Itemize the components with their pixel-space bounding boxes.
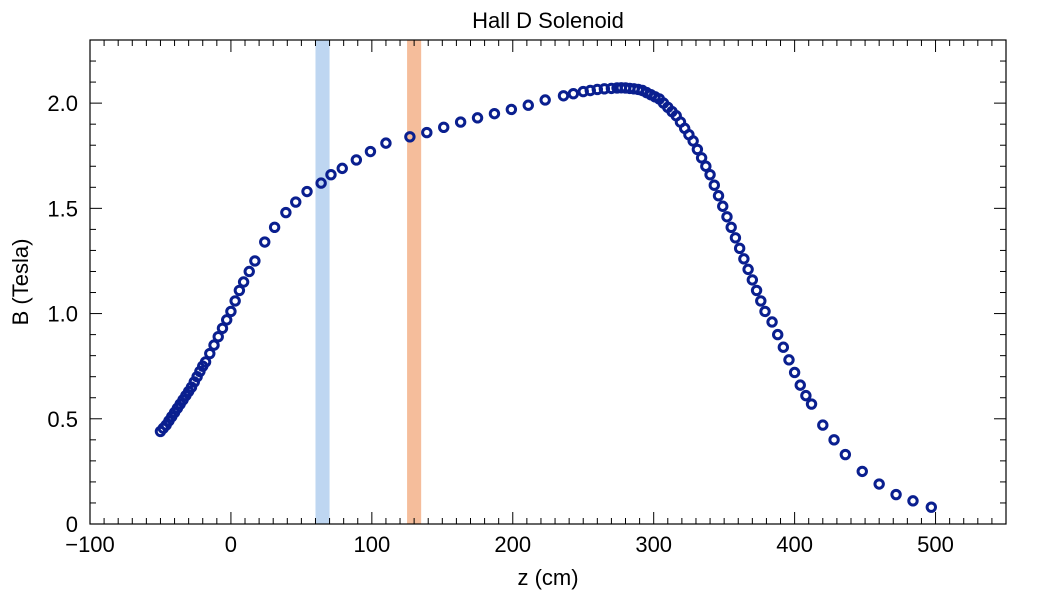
data-point (315, 177, 327, 189)
data-point (243, 265, 255, 278)
bands-layer (315, 40, 422, 524)
x-tick-label: 100 (353, 532, 390, 557)
data-point (805, 398, 818, 410)
data-point (488, 107, 501, 120)
x-tick-label: 300 (635, 532, 672, 557)
data-point (890, 488, 902, 501)
data-point (925, 501, 938, 513)
data-point (695, 152, 708, 164)
x-tick-label: 400 (776, 532, 813, 557)
data-point (336, 162, 348, 175)
data-point (788, 366, 801, 379)
data-point (350, 154, 363, 166)
data-point (772, 328, 784, 341)
data-point (220, 314, 233, 326)
data-point (290, 196, 302, 208)
data-point (721, 211, 733, 223)
data-point (229, 295, 241, 307)
plot-frame (89, 39, 1007, 525)
x-tick-label: 0 (225, 532, 237, 557)
data-point (712, 190, 725, 202)
data-point (794, 379, 806, 391)
data-point (873, 478, 885, 490)
x-axis-label: z (cm) (517, 565, 578, 590)
data-point (766, 316, 778, 328)
y-tick-label: 1.5 (47, 196, 78, 221)
data-point (471, 112, 484, 124)
x-tick-label: 200 (494, 532, 531, 557)
data-point (746, 274, 759, 286)
y-tick-label: 0 (66, 512, 78, 537)
data-point (212, 331, 224, 343)
data-point (828, 434, 840, 446)
data-point (421, 126, 433, 139)
data-point (522, 99, 534, 111)
data-point (249, 255, 261, 267)
data-point (505, 103, 518, 116)
data-point (738, 253, 750, 265)
data-point (687, 135, 699, 147)
data-point (225, 305, 237, 318)
orange-band (407, 40, 422, 524)
data-point (704, 168, 716, 181)
data-point (755, 295, 767, 307)
data-point (783, 354, 795, 366)
data-point (729, 232, 742, 244)
data-point (404, 131, 416, 143)
data-point (233, 284, 246, 297)
data-point (380, 137, 392, 149)
y-axis-label: B (Tesla) (8, 239, 33, 326)
data-point (567, 87, 580, 100)
data-point (817, 419, 829, 431)
data-point (725, 221, 737, 233)
x-tick-label: 500 (917, 532, 954, 557)
data-point (708, 179, 720, 191)
data-point (839, 448, 852, 461)
data-point (259, 236, 271, 248)
data-point (907, 495, 919, 507)
data-point (268, 221, 281, 233)
data-point (237, 276, 250, 288)
data-point (777, 341, 790, 353)
data-point (199, 356, 212, 368)
data-point (204, 347, 216, 360)
y-tick-label: 2.0 (47, 91, 78, 116)
data-point (216, 322, 229, 334)
blue-band (315, 40, 330, 524)
data-point (280, 206, 292, 219)
data-point (301, 185, 313, 198)
data-point (691, 143, 704, 156)
chart-title: Hall D Solenoid (472, 8, 624, 33)
y-tick-label: 0.5 (47, 407, 78, 432)
data-point (208, 339, 220, 351)
data-point (557, 90, 570, 102)
data-point (438, 121, 450, 134)
data-point (750, 284, 763, 297)
data-point (733, 242, 746, 255)
data-point (700, 160, 712, 172)
data-point (759, 305, 771, 318)
points-layer (154, 82, 938, 513)
x-tick-label: −100 (65, 532, 115, 557)
data-point (454, 116, 467, 128)
data-point (325, 168, 337, 181)
data-point (742, 263, 754, 276)
data-point (717, 200, 729, 212)
data-point (800, 389, 812, 402)
data-point (539, 94, 551, 106)
y-tick-label: 1.0 (47, 302, 78, 327)
data-point (364, 145, 377, 158)
data-point (856, 465, 868, 478)
